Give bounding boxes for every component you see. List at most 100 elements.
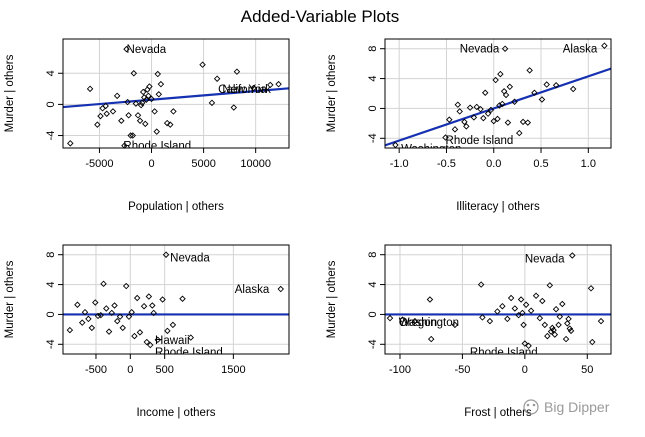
point-label: Rhode Island <box>155 347 223 359</box>
data-point <box>519 309 526 317</box>
y-axis-title: Murder | others <box>326 54 338 132</box>
data-point <box>109 108 117 115</box>
data-point <box>451 126 459 133</box>
data-point <box>163 119 171 127</box>
data-point <box>427 335 435 343</box>
data-point <box>169 321 177 329</box>
data-point <box>546 282 554 289</box>
data-point <box>143 96 150 103</box>
x-tick-label: 5000 <box>191 158 215 170</box>
data-point <box>494 308 501 315</box>
data-point <box>86 85 94 93</box>
data-point <box>426 296 434 303</box>
data-point <box>130 70 138 77</box>
data-point <box>567 327 575 335</box>
data-point <box>154 336 162 344</box>
y-tick-label: 0 <box>367 311 379 317</box>
data-point <box>208 99 216 107</box>
x-axis-title: Population | others <box>128 201 224 213</box>
data-point <box>601 42 608 49</box>
data-point <box>146 83 153 90</box>
data-point <box>559 300 566 308</box>
x-tick-label: 0 <box>522 364 528 376</box>
watermark-icon <box>523 399 539 415</box>
data-point <box>138 99 146 107</box>
data-point <box>562 335 570 343</box>
data-point <box>501 45 509 52</box>
data-point <box>151 108 158 115</box>
data-point <box>125 313 133 320</box>
data-point <box>454 101 462 108</box>
data-point <box>477 281 485 288</box>
data-point <box>127 132 134 139</box>
data-point <box>111 302 118 309</box>
data-point <box>487 106 495 114</box>
data-point <box>564 320 571 327</box>
data-point <box>124 98 131 106</box>
data-point <box>136 117 144 124</box>
data-point <box>451 321 459 329</box>
data-point <box>134 112 142 119</box>
data-point <box>94 312 102 320</box>
data-point <box>504 315 511 323</box>
data-point <box>143 338 151 346</box>
data-point <box>148 95 155 103</box>
data-point <box>506 83 514 91</box>
data-point <box>123 45 130 53</box>
data-point <box>520 321 527 329</box>
data-point <box>105 328 113 335</box>
x-tick-label: -100 <box>389 364 411 376</box>
data-point <box>516 129 523 137</box>
data-point <box>133 294 141 302</box>
data-point <box>139 88 147 96</box>
data-point <box>587 285 595 292</box>
data-point <box>486 317 494 325</box>
x-axis-title: Income | others <box>136 407 215 419</box>
data-point <box>442 134 449 141</box>
data-point <box>569 85 577 93</box>
point-label: Washington <box>399 317 459 329</box>
data-point <box>502 91 510 99</box>
data-point <box>157 80 165 88</box>
data-point <box>102 102 109 110</box>
point-label: Nevada <box>127 44 167 56</box>
data-point <box>100 280 107 288</box>
data-point <box>565 315 572 323</box>
data-point <box>490 117 497 125</box>
data-point <box>118 117 125 124</box>
data-point <box>531 89 538 96</box>
y-tick-label: 8 <box>45 252 57 258</box>
y-tick-label: -4 <box>367 339 379 349</box>
point-label: Alaska <box>563 44 598 56</box>
data-point <box>153 128 160 135</box>
data-point <box>569 252 576 259</box>
data-point <box>267 81 274 89</box>
data-point <box>521 340 529 347</box>
data-point <box>230 104 238 111</box>
data-point <box>128 308 135 316</box>
data-point <box>532 292 540 300</box>
point-label: Hawaii <box>155 335 190 347</box>
y-tick-label: 0 <box>367 105 379 111</box>
data-point <box>551 331 559 338</box>
data-point <box>463 123 470 130</box>
y-tick-label: 8 <box>367 46 379 52</box>
data-point <box>142 120 149 128</box>
data-point <box>108 309 116 317</box>
data-point <box>507 294 515 302</box>
data-point <box>566 325 574 332</box>
data-point <box>97 311 105 319</box>
data-point <box>538 96 546 103</box>
av-panel-2: Nevada Alaska Rhode IslandWashington -1.0 -0… <box>326 38 612 213</box>
data-point <box>125 112 132 119</box>
x-axis-title: Frost | others <box>464 407 532 419</box>
point-label: Nevada <box>525 253 565 265</box>
data-point <box>149 302 156 309</box>
watermark-icon-dot <box>532 403 536 407</box>
x-tick-label: -0.5 <box>437 158 456 170</box>
point-label: Oregon <box>399 317 437 329</box>
data-point <box>552 82 560 89</box>
